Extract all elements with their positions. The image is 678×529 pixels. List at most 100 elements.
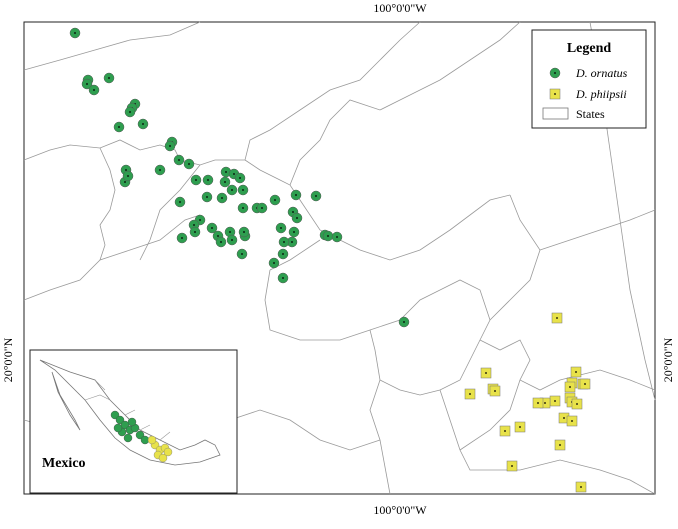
top-coordinate-label: 100°0'0"W <box>373 1 427 15</box>
point-dot <box>242 189 244 191</box>
point-dot <box>207 179 209 181</box>
legend-symbol-dot <box>554 72 556 74</box>
point-dot <box>86 83 88 85</box>
point-dot <box>291 241 293 243</box>
inset-phiipsii-point <box>147 435 157 445</box>
inset-ornatus-point <box>110 410 120 420</box>
point-dot <box>283 241 285 243</box>
point-dot <box>571 420 573 422</box>
point-dot <box>584 383 586 385</box>
point-dot <box>469 393 471 395</box>
point-dot <box>127 175 129 177</box>
point-dot <box>296 217 298 219</box>
point-dot <box>178 159 180 161</box>
inset-map: Mexico <box>29 349 238 494</box>
inset-ornatus-point <box>123 433 133 443</box>
point-dot <box>242 207 244 209</box>
point-dot <box>93 89 95 91</box>
legend-symbol-dot <box>554 93 556 95</box>
point-dot <box>511 465 513 467</box>
inset-ornatus-point <box>135 430 145 440</box>
legend-entry: D. ornatus <box>575 66 628 80</box>
point-dot <box>74 32 76 34</box>
point-dot <box>576 403 578 405</box>
point-dot <box>580 486 582 488</box>
point-dot <box>221 197 223 199</box>
point-dot <box>193 224 195 226</box>
legend: Legend D. ornatus D. phiipsii States <box>531 29 647 129</box>
point-dot <box>239 177 241 179</box>
point-dot <box>292 211 294 213</box>
left-coordinate-label: 20°0'0"N <box>1 337 15 382</box>
point-dot <box>336 236 338 238</box>
point-dot <box>569 386 571 388</box>
point-dot <box>274 199 276 201</box>
point-dot <box>241 253 243 255</box>
legend-entry: States <box>576 107 605 121</box>
point-dot <box>315 195 317 197</box>
point-dot <box>194 231 196 233</box>
point-dot <box>108 77 110 79</box>
point-dot <box>206 196 208 198</box>
point-dot <box>280 227 282 229</box>
point-dot <box>195 179 197 181</box>
point-dot <box>563 417 565 419</box>
inset-outline <box>39 359 221 466</box>
point-dot <box>494 390 496 392</box>
point-dot <box>224 181 226 183</box>
legend-title: Legend <box>567 41 612 56</box>
point-dot <box>231 239 233 241</box>
point-dot <box>282 277 284 279</box>
point-dot <box>504 430 506 432</box>
inset-phiipsii-point <box>163 447 173 457</box>
point-dot <box>293 231 295 233</box>
point-dot <box>233 173 235 175</box>
point-dot <box>199 219 201 221</box>
legend-entry: D. phiipsii <box>575 87 627 101</box>
inset-ornatus-point <box>115 415 125 425</box>
point-dot <box>217 235 219 237</box>
point-dot <box>559 444 561 446</box>
right-coordinate-label: 20°0'0"N <box>661 337 675 382</box>
phiipsii-points <box>464 312 591 493</box>
inset-ornatus-point <box>127 417 137 427</box>
point-dot <box>125 169 127 171</box>
inset-phiipsii <box>147 435 173 463</box>
point-dot <box>229 231 231 233</box>
point-dot <box>231 189 233 191</box>
point-dot <box>181 237 183 239</box>
point-dot <box>243 231 245 233</box>
point-dot <box>485 372 487 374</box>
inset-ornatus-point <box>120 420 130 430</box>
inset-states <box>84 379 171 441</box>
point-dot <box>142 123 144 125</box>
point-dot <box>220 241 222 243</box>
point-dot <box>575 371 577 373</box>
point-dot <box>403 321 405 323</box>
ornatus-points <box>69 27 410 328</box>
point-dot <box>537 402 539 404</box>
point-dot <box>169 145 171 147</box>
inset-ornatus <box>110 410 150 445</box>
point-dot <box>544 402 546 404</box>
point-dot <box>282 253 284 255</box>
point-dot <box>295 194 297 196</box>
point-dot <box>124 181 126 183</box>
point-dot <box>179 201 181 203</box>
point-dot <box>211 227 213 229</box>
point-dot <box>273 262 275 264</box>
inset-phiipsii-point <box>158 453 168 463</box>
point-dot <box>554 400 556 402</box>
point-dot <box>556 317 558 319</box>
point-dot <box>519 426 521 428</box>
inset-ornatus-point <box>113 423 123 433</box>
inset-label: Mexico <box>42 456 86 471</box>
point-dot <box>159 169 161 171</box>
point-dot <box>118 126 120 128</box>
bottom-coordinate-label: 100°0'0"W <box>373 503 427 517</box>
point-dot <box>261 207 263 209</box>
point-dot <box>129 111 131 113</box>
point-dot <box>188 163 190 165</box>
legend-symbol <box>542 107 569 120</box>
